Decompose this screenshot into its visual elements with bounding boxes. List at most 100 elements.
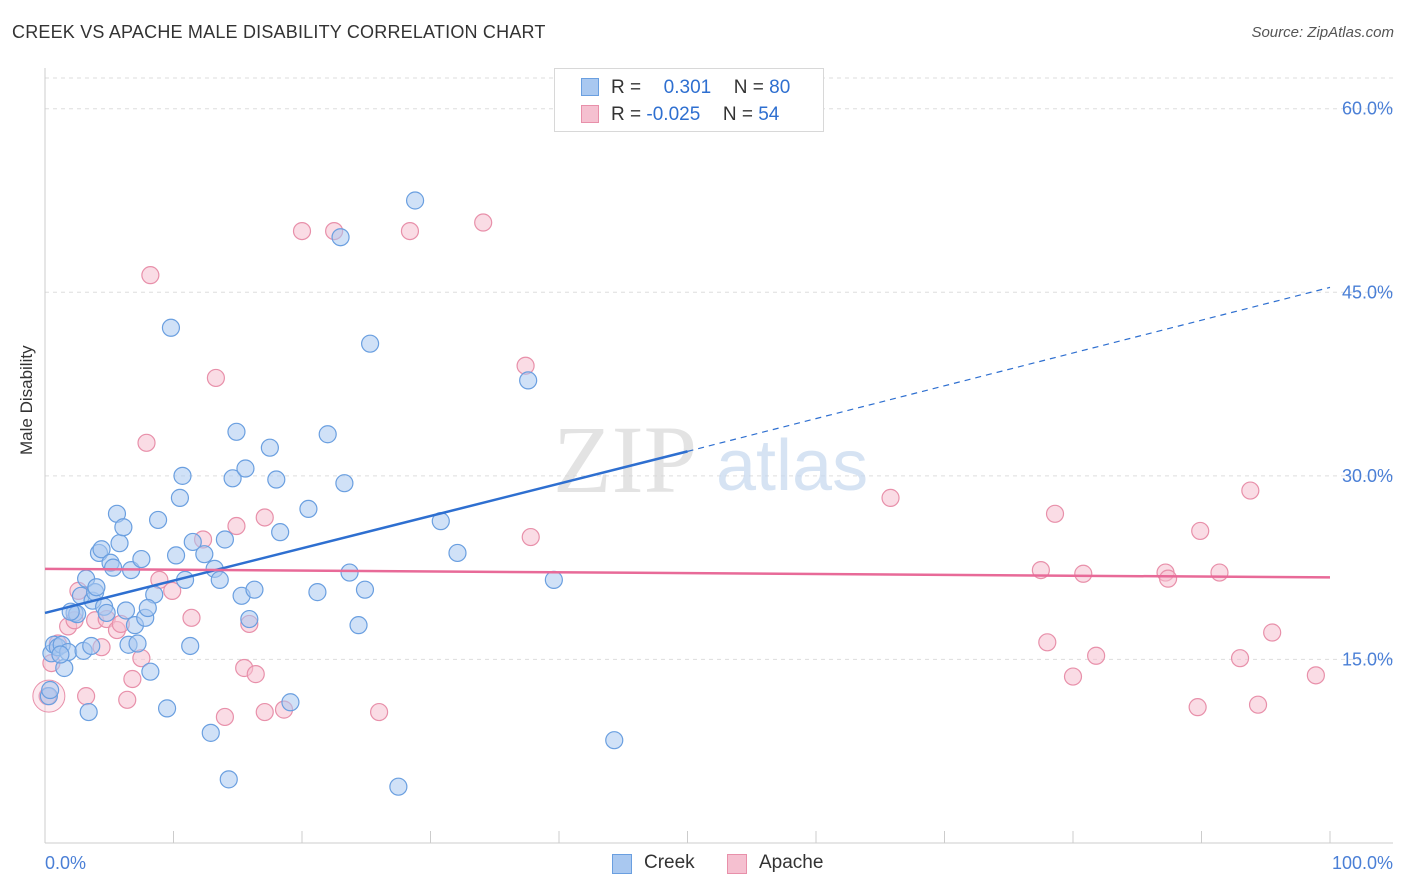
apache-point — [1191, 521, 1210, 541]
apache-point — [1230, 649, 1250, 668]
creek-point — [260, 438, 279, 457]
creek-point — [318, 425, 337, 444]
creek-point — [79, 702, 98, 722]
apache-point — [1263, 623, 1282, 642]
creek-point — [267, 470, 286, 489]
x-tick-label: 100.0% — [1332, 853, 1393, 873]
watermark: ZIP atlas — [553, 406, 868, 513]
creek-point — [223, 469, 242, 488]
apache-trend-line — [44, 567, 1331, 579]
axes — [44, 68, 1393, 844]
creek-point — [281, 693, 300, 712]
creek-point — [104, 558, 123, 577]
apache-point — [881, 488, 900, 507]
apache-point — [206, 368, 226, 388]
creek-point — [166, 546, 186, 565]
apache-point — [1038, 633, 1057, 652]
creek-point — [271, 523, 290, 542]
creek-point — [183, 532, 202, 552]
creek-point — [170, 488, 190, 507]
creek-point — [335, 474, 354, 493]
creek-point — [308, 583, 327, 602]
apache-point — [227, 516, 246, 536]
n-label: N = — [722, 104, 753, 125]
legend-label-creek: Creek — [644, 852, 695, 873]
creek-point — [245, 580, 264, 599]
apache-point — [141, 266, 160, 285]
creek-point — [519, 371, 538, 390]
n-label: N = — [733, 77, 764, 98]
apache-point — [163, 581, 182, 600]
creek-point — [355, 580, 375, 599]
creek-point — [110, 534, 129, 553]
apache-point — [1074, 564, 1093, 583]
creek-point — [161, 318, 181, 337]
apache-point — [370, 702, 389, 722]
stats-legend: R = 0.301 N = 80 R = -0.025 N = 54 — [554, 68, 824, 132]
r-label: R = — [611, 77, 642, 98]
creek-point — [448, 543, 467, 563]
watermark-zip: ZIP — [553, 406, 697, 513]
apache-point — [77, 687, 96, 706]
creek-point — [299, 499, 318, 518]
creek-point — [405, 191, 425, 210]
creek-point — [605, 731, 624, 750]
apache-point — [400, 221, 420, 241]
creek-point — [92, 540, 111, 559]
apache-point — [1045, 504, 1065, 523]
x-tick-label: 0.0% — [45, 853, 86, 873]
apache-point — [1210, 563, 1229, 582]
legend-swatch-creek — [581, 78, 599, 96]
r-value-creek: 0.301 — [663, 77, 712, 98]
creek-point — [157, 699, 177, 718]
y-axis-label: Male Disability — [17, 345, 36, 455]
apache-point — [137, 433, 156, 452]
legend-label-apache: Apache — [759, 852, 824, 873]
creek-point — [195, 545, 214, 564]
creek-point — [215, 530, 234, 549]
legend-swatch-apache — [581, 105, 599, 123]
legend-text-creek: R = 0.301 N = 80 — [611, 77, 790, 99]
apache-point — [292, 221, 312, 241]
creek-point — [82, 636, 101, 656]
creek-point — [51, 645, 70, 664]
creek-point — [114, 518, 133, 537]
creek-point — [349, 616, 368, 635]
legend-swatch-apache — [727, 854, 747, 874]
apache-point — [1188, 698, 1207, 717]
creek-trend-extension — [687, 286, 1331, 452]
legend-text-apache: R = -0.025 N = 54 — [611, 104, 779, 126]
apache-point — [255, 508, 274, 527]
apache-point — [1306, 666, 1325, 685]
creek-point — [361, 334, 380, 353]
y-tick-label: 30.0% — [1342, 466, 1393, 486]
creek-point — [148, 510, 168, 530]
apache-point — [123, 669, 142, 689]
creek-points — [39, 191, 624, 796]
creek-point — [132, 549, 151, 569]
apache-point — [521, 527, 540, 547]
creek-point — [227, 422, 246, 441]
apache-point — [118, 690, 137, 709]
creek-point — [181, 636, 200, 656]
source-credit: Source: ZipAtlas.com — [1251, 24, 1394, 41]
creek-point — [173, 466, 192, 485]
y-tick-label: 60.0% — [1342, 99, 1393, 119]
creek-point — [331, 228, 350, 247]
creek-point — [219, 770, 238, 789]
trend-lines — [44, 286, 1331, 615]
creek-point — [97, 603, 116, 623]
n-value-creek: 80 — [769, 77, 791, 98]
creek-trend-line — [44, 450, 688, 615]
y-tick-label: 45.0% — [1342, 282, 1393, 302]
apache-point — [255, 702, 274, 722]
creek-point — [340, 563, 359, 582]
apache-point — [182, 608, 201, 627]
creek-point — [41, 680, 60, 700]
creek-point — [116, 601, 136, 620]
creek-point — [236, 459, 255, 478]
creek-point — [240, 609, 259, 629]
watermark-atlas: atlas — [716, 426, 868, 506]
creek-point — [87, 578, 106, 597]
